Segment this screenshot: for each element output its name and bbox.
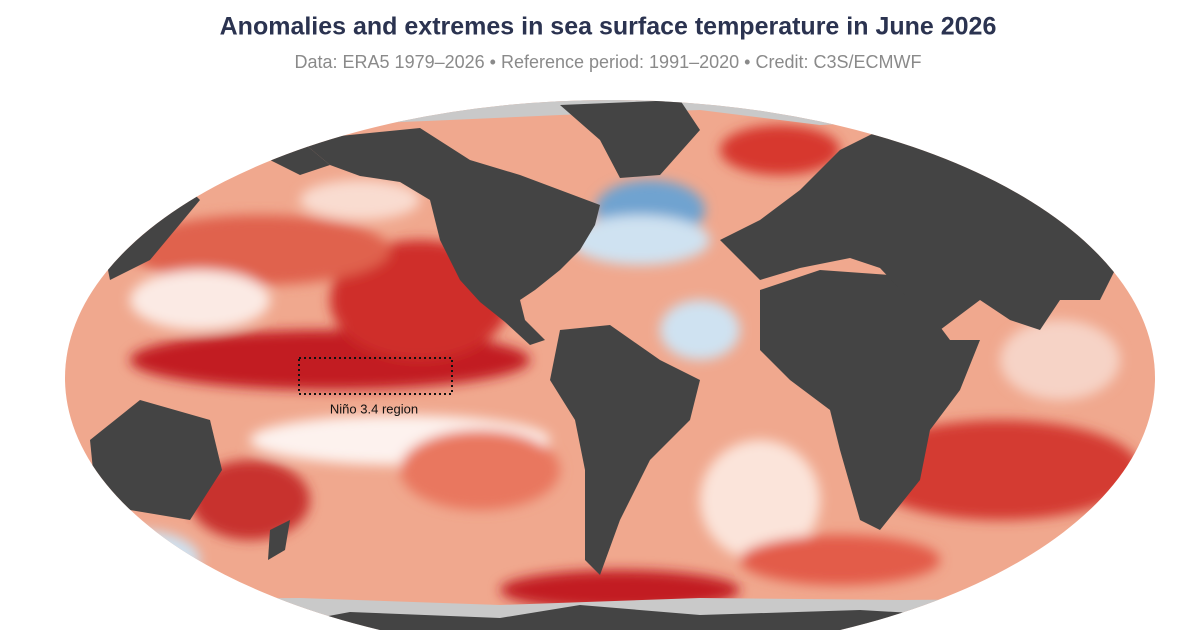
title: Anomalies and extremes in sea surface te…	[220, 13, 997, 41]
anomaly-field	[80, 125, 1140, 610]
annotation: Niño 3.4 region	[330, 401, 418, 416]
subtitle: Data: ERA5 1979–2026 • Reference period:…	[295, 52, 922, 72]
map	[65, 100, 1155, 635]
nino-box	[298, 357, 453, 395]
